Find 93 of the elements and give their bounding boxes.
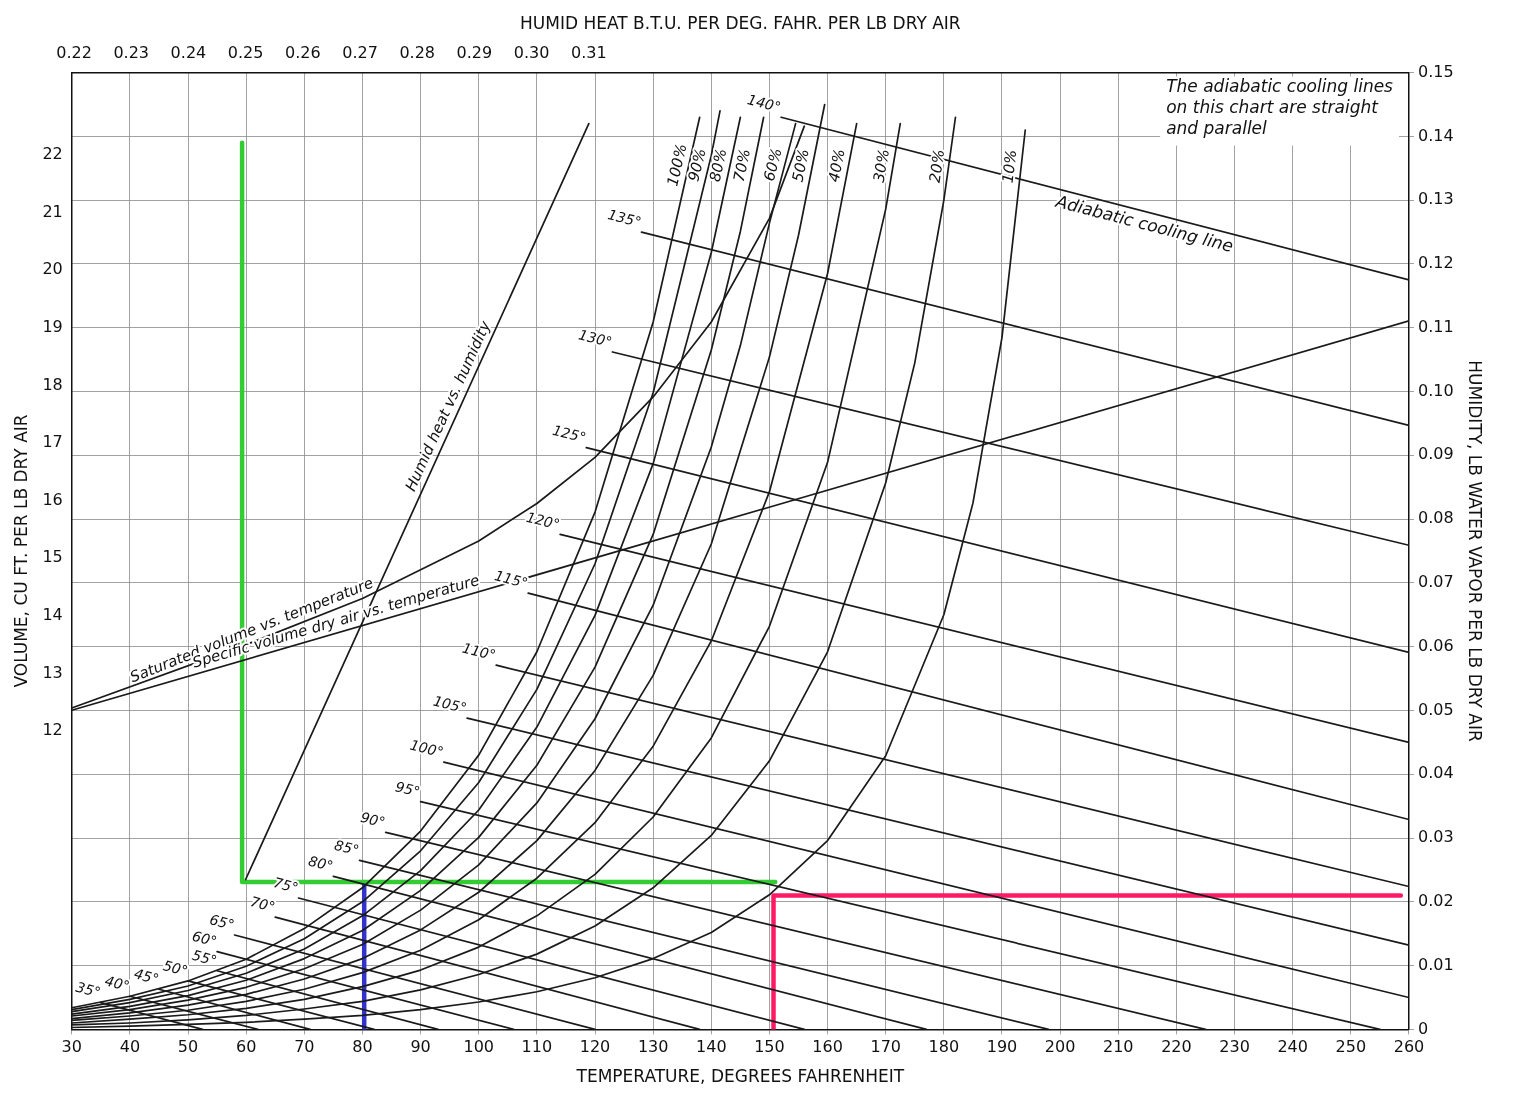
y-tick-label: 0.15: [1417, 61, 1454, 81]
annotation: The adiabatic cooling lines on this chart are straight and parallel: [1166, 75, 1394, 138]
x-tick-label: 30: [61, 1037, 82, 1057]
x-tick-label: 100: [463, 1037, 495, 1057]
x2-axis-title: HUMID HEAT B.T.U. PER DEG. FAHR. PER LB DRY AIR: [520, 12, 961, 33]
text: 105°: [431, 692, 469, 717]
x-tick-label: 260: [1393, 1037, 1425, 1057]
text: 110°: [460, 639, 498, 664]
text: 125°: [550, 421, 588, 446]
x2-tick-label: 0.25: [227, 43, 264, 63]
y-tick-label: 0.02: [1417, 890, 1454, 910]
x-tick-label: 220: [1161, 1037, 1192, 1057]
y2-tick-label: 19: [42, 316, 63, 336]
x-tick-label: 90: [410, 1037, 431, 1057]
text: 80°: [306, 852, 335, 875]
y2-tick-label: 17: [42, 432, 63, 452]
x-tick-label: 160: [812, 1037, 843, 1057]
x2-tick-label: 0.27: [342, 43, 378, 63]
x-tick-label: 190: [986, 1037, 1018, 1057]
x-tick-label: 120: [579, 1037, 611, 1057]
y-tick-label: 0.09: [1417, 444, 1454, 464]
y-tick-label: 0.10: [1417, 380, 1454, 400]
y-tick-label: 0.01: [1417, 954, 1454, 974]
x-tick-label: 110: [521, 1037, 553, 1057]
x-tick-label: 70: [294, 1037, 315, 1057]
text: 70%: [729, 147, 755, 184]
text: 40°: [103, 972, 132, 995]
x2-tick-label: 0.24: [170, 43, 207, 63]
text: 40%: [824, 147, 849, 184]
x-tick-label: 170: [870, 1037, 901, 1057]
x-tick-label: 40: [119, 1037, 141, 1057]
text: 130°: [577, 326, 614, 350]
y-tick-label: 0.06: [1417, 635, 1454, 655]
x2-tick-label: 0.28: [399, 43, 436, 63]
y2-tick-label: 21: [42, 201, 63, 221]
y-tick-label: 0.12: [1417, 253, 1454, 273]
text: 140°: [745, 91, 783, 116]
x2-tick-label: 0.30: [513, 43, 550, 63]
text: 50°: [161, 957, 190, 979]
x-axis-title: TEMPERATURE, DEGREES FAHRENHEIT: [575, 1066, 905, 1087]
y2-tick-label: 15: [42, 547, 63, 567]
x-tick-label: 80: [352, 1037, 373, 1057]
text: 70°: [248, 893, 277, 916]
y-axis-title: HUMIDITY, LB WATER VAPOR PER LB DRY AIR: [1465, 360, 1486, 742]
y2-tick-label: 14: [42, 604, 63, 624]
x2-tick-label: 0.29: [456, 43, 493, 63]
y2-tick-label: 22: [42, 144, 63, 164]
y-tick-label: 0.04: [1417, 763, 1454, 783]
text: 60%: [759, 146, 786, 184]
text: 85°: [332, 836, 361, 859]
text: 120°: [524, 508, 562, 533]
y-tick-label: 0.14: [1417, 125, 1454, 145]
y-tick-label: 0: [1417, 1018, 1429, 1038]
y2-tick-label: 12: [42, 720, 63, 740]
y-tick-label: 0.05: [1417, 699, 1454, 719]
x-tick-label: 50: [177, 1037, 199, 1057]
text: 75°: [271, 874, 300, 896]
x-tick-label: 240: [1277, 1037, 1308, 1057]
x-tick-label: 130: [637, 1037, 669, 1057]
x2-tick-label: 0.22: [56, 43, 92, 63]
x-tick-label: 180: [928, 1037, 960, 1057]
text: 10%: [998, 148, 1021, 184]
y-tick-label: 0.11: [1417, 316, 1454, 336]
y2-tick-label: 18: [42, 374, 63, 394]
text: 95°: [393, 778, 422, 800]
text: 30%: [869, 147, 893, 184]
x-tick-label: 150: [754, 1037, 785, 1057]
text: 80%: [705, 146, 731, 184]
x2-tick-label: 0.23: [113, 43, 150, 63]
y-tick-label: 0.13: [1417, 189, 1454, 209]
y2-axis-title: VOLUME, CU FT. PER LB DRY AIR: [10, 414, 31, 688]
x-tick-label: 140: [696, 1037, 727, 1057]
x-tick-label: 200: [1044, 1037, 1076, 1057]
y2-tick-label: 20: [42, 259, 63, 279]
y2-tick-label: 13: [42, 662, 63, 682]
text: 100°: [408, 736, 446, 761]
text: 115°: [492, 567, 530, 592]
x-tick-label: 230: [1219, 1037, 1250, 1057]
text: 35°: [74, 978, 103, 1001]
text: 135°: [606, 206, 643, 231]
y-tick-label: 0.07: [1417, 572, 1454, 592]
text: 90°: [359, 808, 387, 831]
text: 50%: [788, 147, 813, 184]
text: 20%: [925, 148, 949, 184]
y-tick-label: 0.08: [1417, 508, 1454, 528]
y2-tick-label: 16: [42, 489, 63, 509]
x-tick-label: 60: [236, 1037, 257, 1057]
text: 45°: [132, 965, 161, 988]
x-tick-label: 250: [1335, 1037, 1367, 1057]
x2-tick-label: 0.31: [570, 43, 607, 63]
x-tick-label: 210: [1103, 1037, 1134, 1057]
x2-tick-label: 0.26: [285, 43, 321, 63]
y-tick-label: 0.03: [1417, 827, 1454, 847]
